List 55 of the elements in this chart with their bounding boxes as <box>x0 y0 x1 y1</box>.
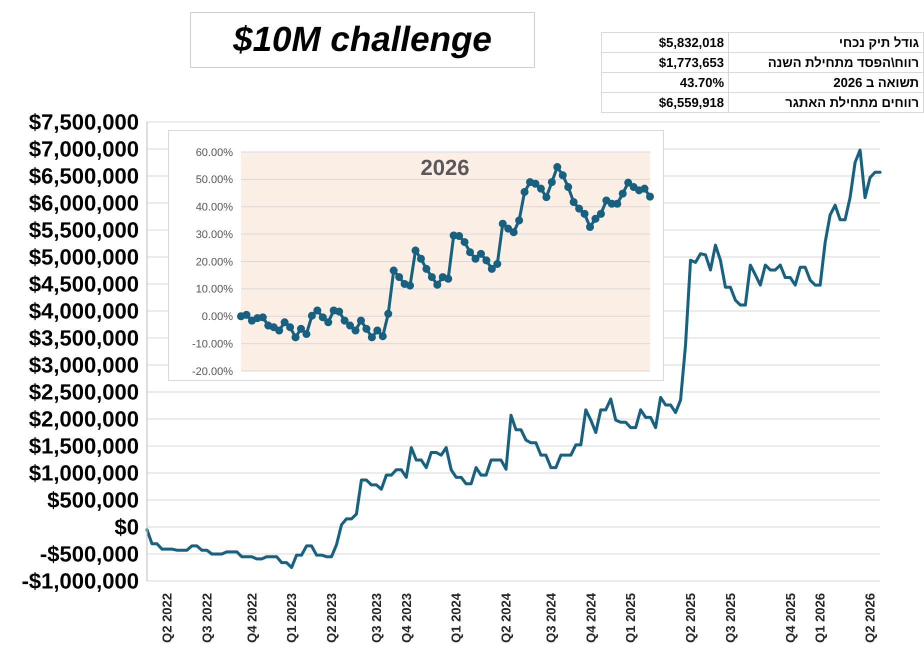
y-tick-label: $0 <box>114 514 139 540</box>
x-tick-label: Q2 2025 <box>683 593 698 643</box>
y-tick-label: $6,000,000 <box>28 190 139 216</box>
x-tick-label: Q2 2023 <box>324 593 340 643</box>
x-tick-label: Q1 2026 <box>812 593 828 643</box>
text: $1,773,653 <box>658 55 724 70</box>
y-tick-label: $2,500,000 <box>28 380 139 405</box>
x-tick-label: Q3 2025 <box>722 593 738 643</box>
y-tick-label: $7,500,000 <box>28 110 139 135</box>
y-tick-label: $1,000,000 <box>28 460 139 486</box>
y-tick-label: $3,000,000 <box>28 352 139 378</box>
y-tick-label: -10.00% <box>192 338 234 350</box>
chart-title: $10M challenge <box>190 12 535 68</box>
y-tick-label: $2,000,000 <box>28 406 139 432</box>
y-tick-label: -20.00% <box>192 366 234 378</box>
y-tick-label: $4,000,000 <box>28 298 139 324</box>
y-tick-label: -$500,000 <box>40 542 139 567</box>
y-tick-label: $4,500,000 <box>28 272 139 297</box>
x-tick-label: Q1 2025 <box>623 593 638 643</box>
y-tick-label: $3,500,000 <box>28 326 139 351</box>
category-label: גודל תיק נכחי <box>728 32 924 52</box>
category-label: תשואה ב 2026 <box>728 72 924 92</box>
x-tick-label: Q3 2023 <box>368 593 384 643</box>
line-series <box>146 148 882 569</box>
x-tick-label: Q3 2024 <box>543 592 558 643</box>
text: $6,559,918 <box>658 95 724 110</box>
x-tick-label: Q4 2025 <box>782 593 798 643</box>
x-tick-label: Q4 2023 <box>398 593 414 643</box>
x-tick-label: Q2 2026 <box>862 593 878 643</box>
text: $5,832,018 <box>658 35 724 50</box>
text: 43.70% <box>680 75 724 90</box>
y-tick-label: 20.00% <box>196 256 234 268</box>
y-tick-label: -$1,000,000 <box>22 568 139 594</box>
y-tick-label: 60.00% <box>196 146 234 159</box>
y-tick-label: 10.00% <box>196 284 234 296</box>
y-tick-label: 30.00% <box>196 228 234 241</box>
y-tick-label: 50.00% <box>196 174 234 186</box>
category-label: רווחים מתחילת האתגר <box>728 92 924 112</box>
y-tick-label: $500,000 <box>47 488 139 513</box>
y-tick-label: $1,500,000 <box>28 434 139 459</box>
category-label: רווח\הפסד מתחילת השנה <box>728 52 924 72</box>
y-tick-label: $7,000,000 <box>28 136 139 162</box>
x-tick-label: Q3 2022 <box>199 593 214 643</box>
y-tick-label: 40.00% <box>196 202 234 214</box>
y-tick-label: $5,000,000 <box>28 244 139 270</box>
x-tick-label: Q2 2024 <box>498 592 514 643</box>
chart-title: 2026 <box>420 155 470 181</box>
x-tick-label: Q1 2023 <box>284 593 300 643</box>
x-tick-label: Q2 2022 <box>159 593 174 643</box>
x-tick-label: Q4 2022 <box>244 593 260 643</box>
y-tick-label: $6,500,000 <box>28 164 139 189</box>
x-tick-label: Q1 2024 <box>448 592 464 643</box>
y-tick-label: 0.00% <box>202 311 234 324</box>
x-tick-label: Q4 2024 <box>583 592 598 643</box>
y-tick-label: $5,500,000 <box>28 218 139 243</box>
